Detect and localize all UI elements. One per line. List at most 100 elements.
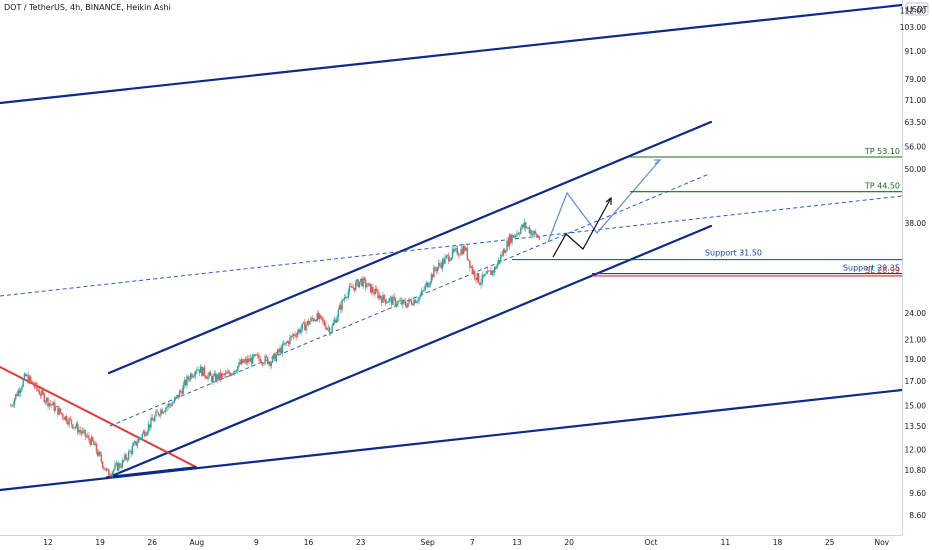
candle-body	[171, 403, 173, 407]
candle	[53, 399, 55, 414]
candle-body	[31, 380, 33, 382]
candle-body	[144, 431, 146, 437]
candle-body	[253, 354, 255, 357]
candle	[362, 276, 364, 290]
candle	[13, 397, 16, 408]
candle	[131, 442, 134, 456]
candle	[412, 302, 414, 306]
candle	[386, 298, 388, 304]
candle-body	[99, 451, 101, 456]
candle	[343, 293, 346, 303]
candle-body	[278, 349, 280, 353]
candle	[150, 414, 152, 431]
candle-body	[382, 294, 384, 303]
candle	[529, 228, 532, 237]
candle	[501, 251, 503, 257]
candle	[84, 429, 86, 441]
candle-body	[261, 362, 264, 365]
candle-body	[512, 235, 514, 238]
candle-body	[232, 373, 234, 375]
candle-body	[233, 370, 235, 374]
candle-body	[359, 278, 362, 282]
candle	[111, 470, 114, 479]
candle	[410, 297, 413, 306]
candle	[136, 438, 139, 449]
candle-body	[228, 371, 230, 374]
candle	[73, 427, 75, 431]
candle	[165, 406, 167, 415]
candle-body	[180, 390, 182, 392]
candle-body	[306, 320, 309, 325]
candle	[55, 405, 58, 408]
candle-body	[65, 416, 68, 423]
candle-body	[511, 235, 513, 243]
candle-body	[289, 337, 291, 345]
candle-body	[41, 389, 43, 396]
x-tick-label: 19	[95, 538, 105, 547]
candle-body	[387, 302, 389, 303]
candle-body	[491, 270, 493, 275]
candle-body	[523, 222, 526, 228]
candle-body	[533, 231, 536, 234]
candle-body	[39, 394, 42, 396]
candle-body	[362, 278, 364, 287]
candle	[15, 393, 17, 401]
candle-body	[192, 375, 194, 378]
candle-body	[451, 249, 454, 258]
x-tick-label: 23	[356, 538, 366, 547]
y-tick-label: 17.00	[905, 377, 927, 386]
candle	[57, 406, 59, 417]
candle-body	[199, 366, 202, 373]
candle	[89, 438, 91, 447]
candle	[72, 424, 74, 430]
candle-body	[413, 299, 415, 306]
candle	[116, 462, 119, 472]
candle	[28, 374, 31, 385]
candle-body	[472, 270, 475, 274]
level-label: Support 31.50	[705, 249, 762, 258]
candle	[297, 328, 300, 335]
candle	[278, 348, 280, 356]
candle	[124, 452, 126, 462]
candle-body	[337, 309, 340, 318]
candle	[242, 358, 244, 364]
candle-body	[74, 427, 76, 428]
candle	[100, 451, 103, 464]
candle	[192, 373, 194, 379]
candle-body	[166, 406, 168, 408]
candle	[151, 414, 153, 421]
candle-body	[249, 358, 251, 362]
candle	[471, 264, 474, 275]
candle-body	[88, 435, 90, 440]
candle-body	[343, 297, 346, 301]
candle	[106, 468, 109, 472]
candle	[528, 224, 531, 235]
y-tick-label: 63.50	[905, 118, 927, 127]
candle	[461, 245, 464, 256]
candle-body	[386, 302, 388, 304]
level-label: TP 44.50	[864, 182, 900, 191]
candle-body	[475, 277, 477, 281]
candle	[270, 360, 273, 369]
candle	[120, 463, 122, 470]
candle	[63, 417, 65, 420]
candle	[312, 318, 315, 323]
candle-body	[402, 299, 404, 305]
candle-body	[219, 372, 222, 379]
candle-body	[32, 381, 34, 386]
chart-title: DOT / TetherUS, 4h, BINANCE, Heikin Ashi	[4, 3, 171, 12]
candle-body	[302, 321, 305, 324]
candle	[353, 287, 356, 293]
candle-body	[252, 354, 254, 364]
candle	[538, 236, 541, 241]
candle	[404, 298, 407, 308]
candle	[182, 381, 184, 395]
candle	[204, 374, 207, 380]
candle	[450, 257, 452, 261]
candle-body	[379, 295, 382, 299]
candle	[214, 370, 217, 383]
candle	[121, 457, 124, 469]
candle-body	[508, 234, 511, 247]
candle	[455, 245, 457, 253]
